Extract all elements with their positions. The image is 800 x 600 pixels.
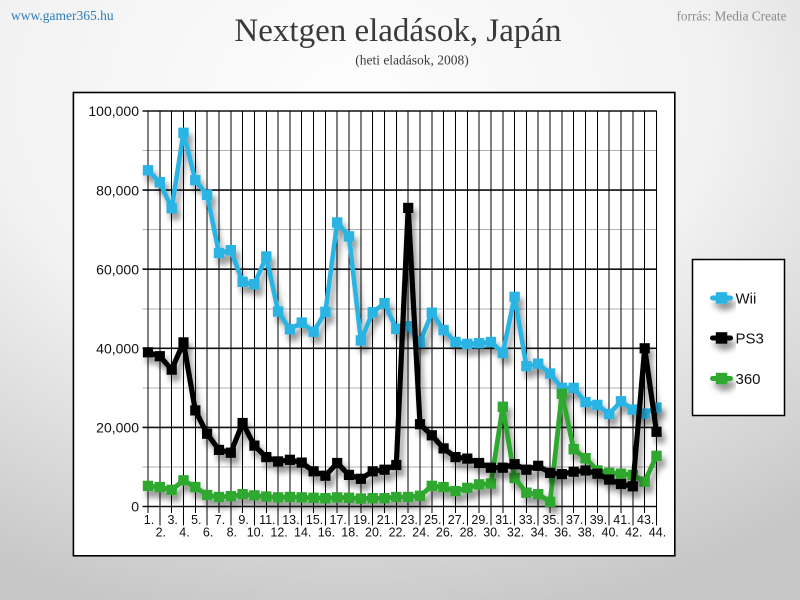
svg-text:360: 360 (736, 371, 761, 388)
svg-text:15.: 15. (306, 513, 323, 527)
svg-text:44.: 44. (649, 526, 666, 540)
svg-text:17.: 17. (330, 513, 347, 527)
svg-text:12.: 12. (270, 526, 287, 540)
svg-text:40,000: 40,000 (96, 341, 139, 357)
svg-text:22.: 22. (389, 526, 406, 540)
svg-text:27.: 27. (448, 513, 465, 527)
svg-text:14.: 14. (294, 526, 311, 540)
svg-text:40.: 40. (602, 526, 619, 540)
svg-text:35.: 35. (542, 513, 559, 527)
svg-text:PS3: PS3 (736, 331, 764, 348)
svg-text:0: 0 (131, 499, 139, 515)
svg-text:8.: 8. (227, 526, 237, 540)
svg-text:Wii: Wii (736, 291, 757, 308)
svg-text:23.: 23. (401, 513, 418, 527)
svg-text:100,000: 100,000 (88, 103, 139, 119)
svg-text:29.: 29. (471, 513, 488, 527)
svg-text:33.: 33. (519, 513, 536, 527)
svg-text:31.: 31. (495, 513, 512, 527)
svg-text:21.: 21. (377, 513, 394, 527)
svg-text:forrás: Media Create: forrás: Media Create (676, 9, 786, 24)
svg-text:(heti eladások, 2008): (heti eladások, 2008) (355, 53, 469, 68)
svg-text:13.: 13. (282, 513, 299, 527)
svg-text:6.: 6. (203, 526, 213, 540)
svg-text:20,000: 20,000 (96, 420, 139, 436)
svg-text:1.: 1. (144, 513, 154, 527)
svg-text:4.: 4. (179, 526, 189, 540)
svg-text:25.: 25. (424, 513, 441, 527)
svg-text:32.: 32. (507, 526, 524, 540)
svg-text:26.: 26. (436, 526, 453, 540)
svg-text:5.: 5. (191, 513, 201, 527)
svg-text:3.: 3. (167, 513, 177, 527)
svg-text:Nextgen eladások, Japán: Nextgen eladások, Japán (234, 13, 561, 49)
svg-text:80,000: 80,000 (96, 182, 139, 198)
svg-text:18.: 18. (341, 526, 358, 540)
svg-text:16.: 16. (318, 526, 335, 540)
svg-text:2.: 2. (156, 526, 166, 540)
svg-text:www.gamer365.hu: www.gamer365.hu (11, 8, 114, 23)
svg-text:41.: 41. (613, 513, 630, 527)
svg-text:42.: 42. (625, 526, 642, 540)
svg-text:43.: 43. (637, 513, 654, 527)
svg-text:39.: 39. (590, 513, 607, 527)
svg-text:19.: 19. (353, 513, 370, 527)
svg-text:36.: 36. (554, 526, 571, 540)
svg-text:28.: 28. (460, 526, 477, 540)
svg-text:9.: 9. (238, 513, 248, 527)
svg-text:10.: 10. (247, 526, 264, 540)
svg-text:60,000: 60,000 (96, 261, 139, 277)
svg-text:7.: 7. (215, 513, 225, 527)
svg-text:37.: 37. (566, 513, 583, 527)
svg-text:24.: 24. (412, 526, 429, 540)
svg-text:30.: 30. (483, 526, 500, 540)
svg-text:20.: 20. (365, 526, 382, 540)
svg-text:11.: 11. (259, 513, 275, 527)
svg-text:38.: 38. (578, 526, 595, 540)
svg-text:34.: 34. (531, 526, 548, 540)
